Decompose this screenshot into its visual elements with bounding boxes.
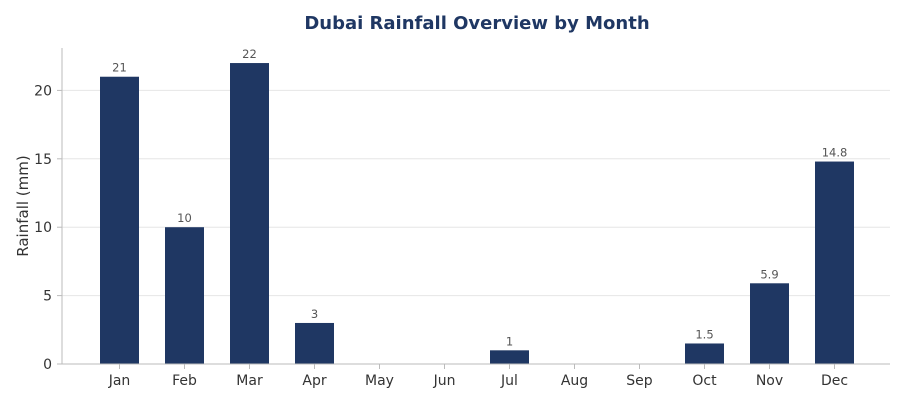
y-tick-label: 15 [34, 152, 52, 168]
bar-oct [685, 343, 724, 364]
x-tick-label-jan: Jan [108, 373, 131, 389]
bar-dec [815, 161, 854, 364]
data-label-dec: 14.8 [822, 146, 848, 160]
y-axis-label: Rainfall (mm) [14, 155, 32, 256]
bar-mar [230, 63, 269, 365]
bar-feb [165, 227, 204, 364]
x-tick-label-jun: Jun [433, 373, 456, 389]
data-label-mar: 22 [242, 47, 257, 61]
x-tick-label-aug: Aug [561, 373, 588, 389]
data-label-apr: 3 [311, 307, 318, 321]
x-tick-label-dec: Dec [821, 373, 848, 389]
bar-jul [490, 350, 529, 364]
x-tick-label-jul: Jul [500, 373, 518, 389]
y-tick-label: 5 [43, 289, 52, 305]
bar-nov [750, 283, 789, 364]
data-label-jan: 21 [112, 61, 127, 75]
bar-apr [295, 322, 334, 364]
x-tick-label-sep: Sep [626, 373, 653, 389]
data-labels: 21 10 22 3 1 1.5 5.9 14.8 [112, 47, 847, 348]
x-tick-label-apr: Apr [302, 373, 326, 389]
data-label-jul: 1 [506, 334, 513, 348]
bars [100, 63, 854, 365]
data-label-feb: 10 [177, 211, 192, 225]
y-tick-label: 0 [43, 357, 52, 373]
data-label-nov: 5.9 [760, 267, 778, 281]
x-tick-label-oct: Oct [692, 373, 717, 389]
y-tick-label: 20 [34, 83, 52, 99]
bar-jan [100, 76, 139, 365]
x-tick-label-nov: Nov [756, 373, 783, 389]
chart-title: Dubai Rainfall Overview by Month [304, 13, 649, 34]
x-tick-label-feb: Feb [172, 373, 197, 389]
data-label-oct: 1.5 [695, 327, 713, 341]
x-tick-label-mar: Mar [236, 373, 263, 389]
x-tick-label-may: May [365, 373, 394, 389]
axes: 0 5 10 15 20 Jan Feb Mar Apr May Jun Jul Aug Sep Oct No… [34, 48, 890, 389]
y-tick-label: 10 [34, 220, 52, 236]
